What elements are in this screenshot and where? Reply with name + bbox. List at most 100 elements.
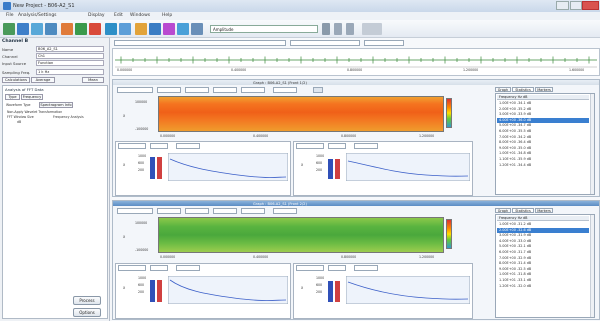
s1-tab-markers[interactable]: Markers [535,87,553,92]
close-button[interactable] [582,1,599,10]
s1-field-f[interactable] [273,87,297,93]
zoom-icon[interactable] [177,23,189,35]
list-item[interactable]: 1.00E+01 -31.8 dB [499,272,532,277]
filter-icon[interactable] [75,23,87,35]
s1r-field-b[interactable] [328,143,346,149]
tab-frequency[interactable]: Frequency [21,94,43,100]
s2-field-e[interactable] [241,208,265,214]
list-item[interactable]: 1.10E+01 -33.1 dB [499,278,532,282]
menu-analysis-settings[interactable]: Analysis/Settings [18,13,57,18]
s1-field-c[interactable] [185,87,209,93]
statistics-icon[interactable] [149,23,161,35]
play-icon[interactable] [322,23,330,35]
spectrogram-info-button[interactable]: Spectrogram Info [39,102,73,108]
wave-icon[interactable] [61,23,73,35]
list-item[interactable]: 1.10E+01 -35.9 dB [499,157,532,161]
fft-icon[interactable] [119,23,131,35]
s1-list-scrollbar[interactable] [590,94,594,194]
list-item[interactable]: 6.00E+00 -35.5 dB [499,129,532,133]
process-button[interactable]: Process [73,296,101,305]
s2l-field-a[interactable] [118,265,146,271]
spectrum-icon[interactable] [135,23,147,35]
s1-field-b[interactable] [157,87,181,93]
spectrogram-1[interactable] [158,96,444,132]
list-item[interactable]: 1.20E+01 -32.0 dB [499,283,532,288]
s1-field-e[interactable] [241,87,265,93]
s1-subplot-left[interactable]: X 1000 600 200 [115,141,291,196]
s2l-field-b[interactable] [150,265,168,271]
tab-average[interactable]: Average [31,77,55,83]
list-item[interactable]: 4.00E+00 -33.0 dB [499,238,532,243]
list-item[interactable]: 9.00E+00 -32.5 dB [499,266,532,271]
list-item[interactable]: 5.00E+00 -34.7 dB [499,123,532,128]
s2-subplot-left[interactable]: X 1000 600 200 [115,263,291,319]
field-sampling-input[interactable]: 1 k Hz [36,69,104,75]
s2r-field-a[interactable] [296,265,324,271]
s2-tab-markers[interactable]: Markers [535,208,553,213]
list-item[interactable]: 2.00E+00 -35.2 dB [499,106,532,111]
s2-frequency-list[interactable]: Frequency Hz dB 1.00E+00 -31.2 dB 2.00E+0… [495,214,595,318]
s1-field-d[interactable] [213,87,237,93]
list-item[interactable]: 3.00E+00 -33.9 dB [499,112,532,117]
s1-frequency-list[interactable]: Frequency Hz dB 1.00E+00 -34.1 dB 2.00E+0… [495,93,595,195]
field-input-source-input[interactable]: Function [36,60,104,66]
field-channel-input[interactable]: Ch1 [36,53,104,59]
pause-icon[interactable] [334,23,342,35]
list-item[interactable]: 1.00E+00 -34.1 dB [499,101,532,105]
s1-field-a[interactable] [117,87,153,93]
s2-list-scrollbar[interactable] [590,215,594,317]
maximize-button[interactable] [570,1,582,10]
menu-help[interactable]: Help [162,13,173,18]
list-item[interactable]: 4.00E+00 -36.0 dB [497,117,589,124]
list-item[interactable]: 1.00E+00 -31.2 dB [499,222,532,226]
export-icon[interactable] [45,23,57,35]
marker-icon[interactable] [163,23,175,35]
s2-field-b[interactable] [157,208,181,214]
list-item[interactable]: 5.00E+00 -32.1 dB [499,244,532,249]
minimize-button[interactable] [556,1,569,10]
record-icon[interactable] [89,23,101,35]
s2-field-c[interactable] [185,208,209,214]
option-freq-analysis[interactable]: Frequency Analysis [53,115,84,119]
overview-strip[interactable]: 0.000000 0.400000 0.800000 1.200000 1.60… [112,48,600,76]
s1-zoom-button[interactable] [313,87,323,93]
mean-dropdown[interactable]: Mean [82,77,104,83]
menu-windows[interactable]: Windows [130,13,151,18]
s1r-field-c[interactable] [354,143,378,149]
list-item[interactable]: 1.00E+01 -34.8 dB [499,151,532,156]
list-item[interactable]: 8.00E+00 -31.4 dB [499,261,532,266]
tab-type[interactable]: Type [5,94,20,100]
s1-tab-graph[interactable]: Graph [495,87,511,92]
menu-file[interactable]: File [6,13,14,18]
s2r-field-c[interactable] [354,265,378,271]
spectrogram-2[interactable] [158,217,444,253]
s1r-field-a[interactable] [296,143,324,149]
options-icon[interactable] [362,23,382,35]
stop-icon[interactable] [346,23,354,35]
option-fft-window[interactable]: FFT Window Size [7,115,34,119]
list-item[interactable]: 3.00E+00 -31.9 dB [499,233,532,238]
save-icon[interactable] [31,23,43,35]
settings-icon[interactable] [191,23,203,35]
s2-field-d[interactable] [213,208,237,214]
s2-tab-graph[interactable]: Graph [495,208,511,213]
s2l-field-c[interactable] [176,265,200,271]
analysis-icon[interactable] [105,23,117,35]
s2-subplot-right[interactable]: X 1000 600 200 [293,263,473,319]
s2-field-f[interactable] [273,208,297,214]
s1l-field-a[interactable] [118,143,146,149]
menu-edit[interactable]: Edit [114,13,123,18]
list-item[interactable]: 9.00E+00 -35.0 dB [499,145,532,150]
list-item[interactable]: 7.00E+00 -34.2 dB [499,134,532,139]
tab-calculations[interactable]: Calculations [2,77,30,83]
list-item[interactable]: 1.20E+01 -34.4 dB [499,162,532,167]
s1-tab-statistics[interactable]: Statistics [512,87,534,92]
s2r-field-b[interactable] [328,265,346,271]
option-nonapply[interactable]: Non-Apply Wavelet Transformation [7,110,63,114]
s2-tab-statistics[interactable]: Statistics [512,208,534,213]
s2-field-a[interactable] [117,208,153,214]
top-toolbar-field-2[interactable] [290,40,360,46]
top-toolbar-field-3[interactable] [364,40,404,46]
s1l-field-b[interactable] [150,143,168,149]
list-item[interactable]: 6.00E+00 -31.7 dB [499,250,532,254]
